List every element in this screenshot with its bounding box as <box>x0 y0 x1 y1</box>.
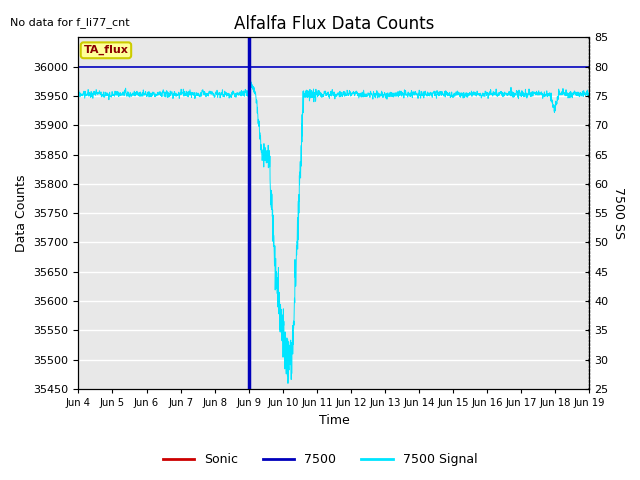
Legend: Sonic, 7500, 7500 Signal: Sonic, 7500, 7500 Signal <box>158 448 482 471</box>
Text: No data for f_li77_cnt: No data for f_li77_cnt <box>10 17 129 28</box>
X-axis label: Time: Time <box>319 414 349 427</box>
Y-axis label: Data Counts: Data Counts <box>15 174 28 252</box>
Text: TA_flux: TA_flux <box>83 45 129 55</box>
Y-axis label: 7500 SS: 7500 SS <box>612 187 625 239</box>
Title: Alfalfa Flux Data Counts: Alfalfa Flux Data Counts <box>234 15 434 33</box>
